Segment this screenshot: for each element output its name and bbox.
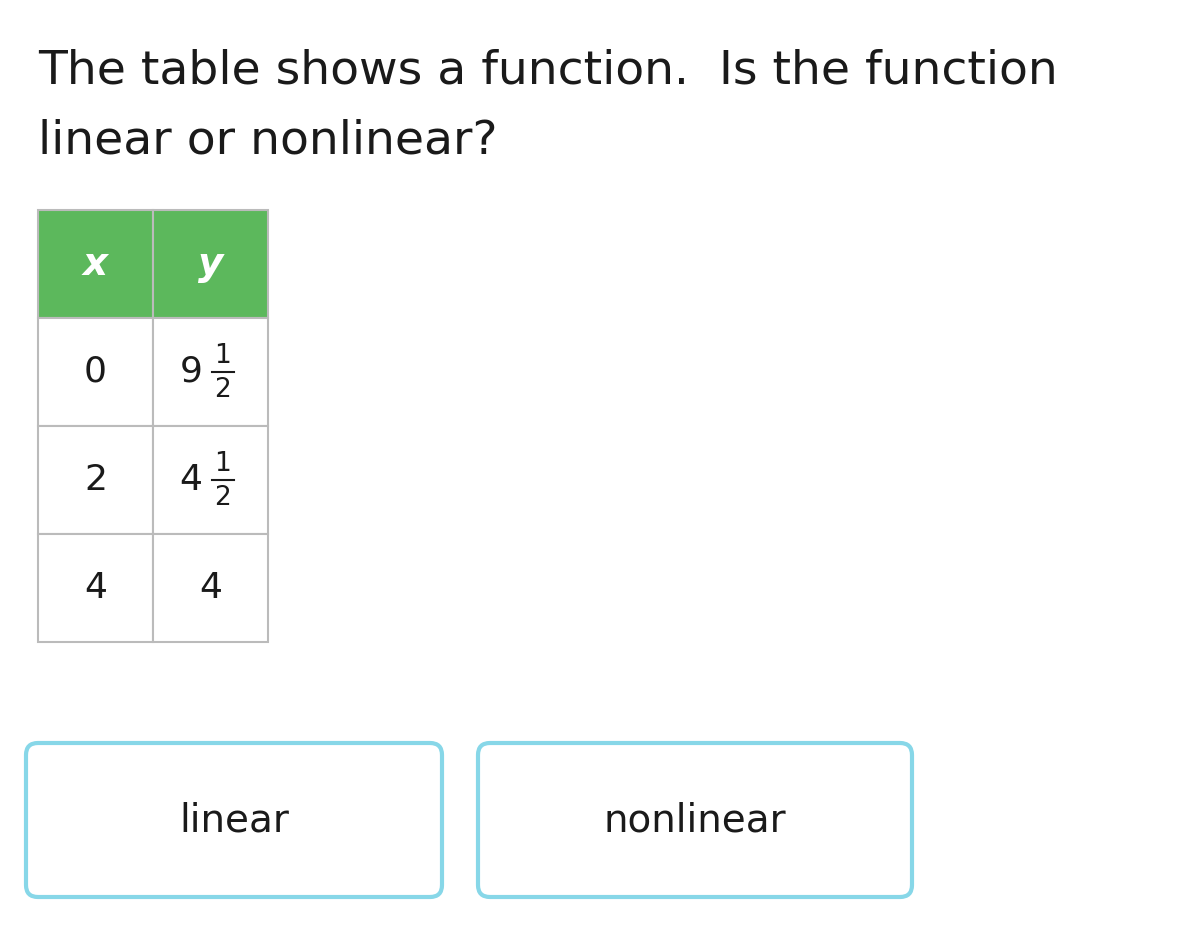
Bar [38,318,154,426]
Bar [154,210,268,318]
Text: 2: 2 [214,485,230,511]
Text: nonlinear: nonlinear [604,801,786,839]
Text: 4: 4 [199,571,222,605]
Bar [38,534,154,642]
Text: 9: 9 [180,355,203,389]
Text: The table shows a function.  Is the function: The table shows a function. Is the funct… [38,48,1057,93]
Text: 0: 0 [84,355,107,389]
Bar [154,426,268,534]
Text: linear or nonlinear?: linear or nonlinear? [38,118,498,163]
Text: 4: 4 [180,463,203,497]
FancyBboxPatch shape [478,743,912,897]
Text: 2: 2 [84,463,107,497]
Text: x: x [83,245,108,283]
Bar [154,318,268,426]
Text: 1: 1 [214,343,230,369]
Text: y: y [198,245,223,283]
Bar [154,534,268,642]
Text: 4: 4 [84,571,107,605]
FancyBboxPatch shape [26,743,442,897]
Bar [38,210,154,318]
Text: 1: 1 [214,451,230,477]
Text: 2: 2 [214,377,230,403]
Bar [38,426,154,534]
Text: linear: linear [179,801,289,839]
